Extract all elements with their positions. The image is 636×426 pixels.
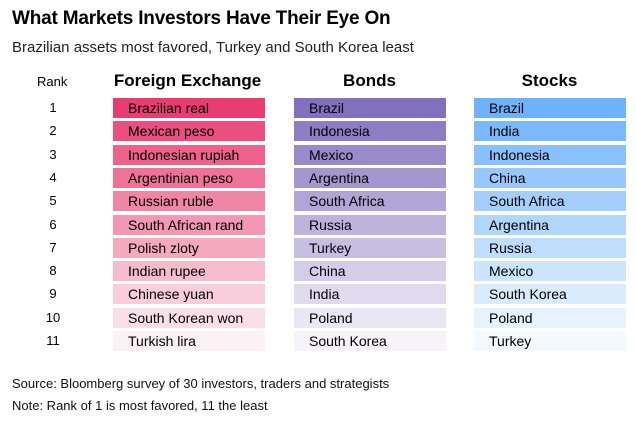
stocks-cell: Mexico	[474, 261, 626, 282]
fx-column-header: Foreign Exchange	[113, 71, 262, 90]
fx-cell: South Korean won	[113, 307, 265, 328]
fx-cell: Turkish lira	[113, 331, 265, 351]
bonds-cell: India	[294, 284, 446, 305]
stocks-cell: Argentina	[474, 214, 626, 235]
rank-number: 5	[49, 193, 57, 209]
rank-number: 7	[49, 239, 57, 255]
fx-cell: Indian rupee	[113, 261, 265, 282]
rank-number: 3	[49, 146, 57, 162]
rank-number: 1	[49, 100, 57, 115]
bonds-column-header: Bonds	[343, 71, 396, 90]
fx-cell: Mexican peso	[113, 121, 265, 142]
bonds-cell: South Korea	[294, 331, 446, 351]
rank-number: 2	[49, 123, 57, 139]
bonds-cell: Mexico	[294, 144, 446, 165]
rank-number: 8	[49, 263, 57, 279]
stocks-cell: Brazil	[474, 98, 626, 118]
bonds-cell: Turkey	[294, 237, 446, 258]
bonds-cell: Poland	[294, 307, 446, 328]
rank-number: 4	[49, 169, 57, 185]
bonds-cell: Indonesia	[294, 121, 446, 142]
rank-number: 10	[45, 309, 61, 325]
stocks-cell: China	[474, 167, 626, 188]
fx-cell: Indonesian rupiah	[113, 144, 265, 165]
stocks-cell: Turkey	[474, 331, 626, 351]
stocks-cell: Indonesia	[474, 144, 626, 165]
rank-number: 9	[49, 286, 57, 302]
bonds-cell: Argentina	[294, 167, 446, 188]
stocks-column-header: Stocks	[521, 71, 578, 90]
stocks-cell: South Africa	[474, 191, 626, 212]
bonds-cell: Russia	[294, 214, 446, 235]
bonds-cell: Brazil	[294, 98, 446, 118]
stocks-cell: Poland	[474, 307, 626, 328]
bonds-cell: South Africa	[294, 191, 446, 212]
fx-cell: Brazilian real	[113, 98, 265, 118]
chart-subtitle: Brazilian assets most favored, Turkey an…	[12, 39, 414, 56]
fx-cell: Chinese yuan	[113, 284, 265, 305]
source-note: Source: Bloomberg survey of 30 investors…	[12, 376, 390, 391]
bonds-cell: China	[294, 261, 446, 282]
stocks-cell: India	[474, 121, 626, 142]
chart-title: What Markets Investors Have Their Eye On	[12, 8, 391, 29]
rank-header: Rank	[37, 74, 68, 89]
fx-cell: Argentinian peso	[113, 167, 265, 188]
stocks-cell: Russia	[474, 237, 626, 258]
fx-cell: South African rand	[113, 214, 265, 235]
fx-cell: Russian ruble	[113, 191, 265, 212]
rank-number: 11	[46, 333, 60, 348]
stocks-cell: South Korea	[474, 284, 626, 305]
footnote: Note: Rank of 1 is most favored, 11 the …	[12, 398, 268, 413]
fx-cell: Polish zloty	[113, 237, 265, 258]
rank-number: 6	[49, 216, 57, 232]
